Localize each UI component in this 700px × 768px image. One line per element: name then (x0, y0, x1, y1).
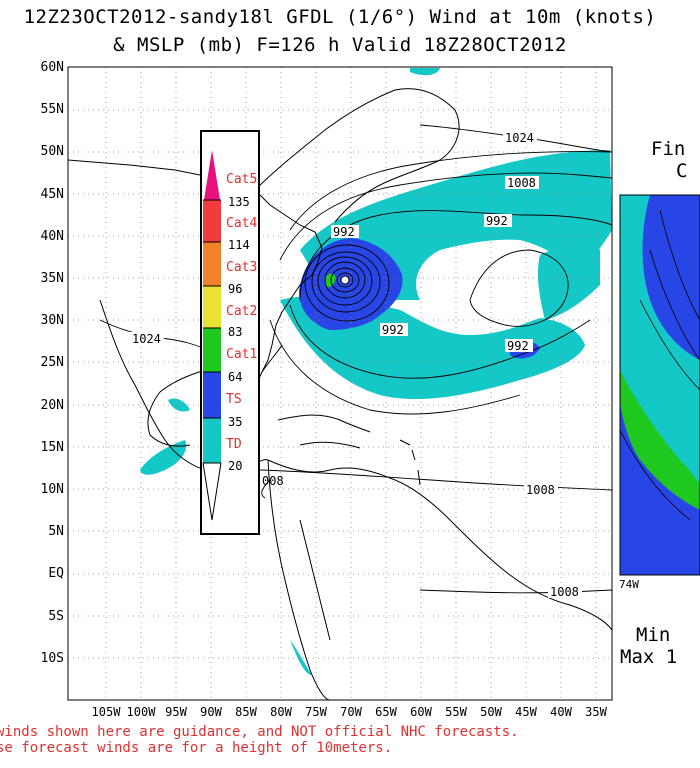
inset-lon-label: 74W (619, 578, 639, 591)
map-title-line-2: & MSLP (mb) F=126 h Valid 18Z28OCT2012 (113, 34, 567, 56)
longitude-label: 35W (585, 705, 607, 719)
legend-swatch-cat1 (203, 328, 221, 372)
cat1-wind-core (325, 273, 336, 288)
contour-label-992-north: 992 (486, 214, 508, 228)
map-frame (67, 66, 613, 701)
td-patch-pacific (290, 640, 312, 675)
contour-label-992-central: 992 (507, 339, 529, 353)
contour-labels: 1024 1008 992 992 992 992 1024 1008 1008… (130, 131, 582, 599)
disclaimer-line-2: se forecast winds are for a height of 10… (0, 740, 393, 756)
latitude-label: 55N (40, 102, 64, 118)
latitude-label: 10S (40, 650, 64, 666)
legend-label-cat1: Cat1 (226, 347, 258, 362)
longitude-label: 45W (515, 705, 537, 719)
inset-title-line-2: C (676, 160, 688, 182)
legend-label-cat5: Cat5 (226, 172, 258, 187)
longitude-label: 60W (410, 705, 432, 719)
inset-min-text: Min (636, 624, 671, 646)
ts-wind-field (299, 238, 403, 330)
legend-swatch-cat3 (203, 242, 221, 286)
storm-center-symbol (340, 275, 350, 285)
latitude-label: 10N (40, 482, 64, 497)
td-patch-gulf (140, 440, 187, 475)
longitude-label: 105W (91, 705, 121, 719)
contour-label-1008-north: 1008 (507, 176, 536, 190)
longitude-label: 80W (270, 705, 292, 719)
longitude-label: 50W (480, 705, 502, 719)
contour-label-1024-north: 1024 (505, 131, 534, 145)
longitude-label: 100W (126, 705, 156, 719)
isobars (99, 124, 612, 594)
longitude-label: 95W (165, 705, 187, 719)
legend-threshold-96: 96 (228, 282, 243, 296)
legend-threshold-114: 114 (228, 238, 250, 252)
legend-label-cat2: Cat2 (226, 304, 258, 319)
latitude-label: 20N (40, 397, 64, 413)
longitude-label: 75W (305, 705, 327, 719)
legend-swatch-ts (203, 372, 221, 418)
wind-legend: Cat5 135 Cat4 114 Cat3 96 Cat2 83 Cat1 6… (200, 130, 260, 535)
td-patch-north (410, 68, 440, 76)
longitude-label: 40W (550, 705, 572, 719)
inset-panel (619, 194, 700, 576)
legend-threshold-64: 64 (228, 370, 243, 384)
td-wind-swath-east (537, 244, 600, 320)
contour-label-1024-gulf: 1024 (132, 332, 161, 346)
longitude-label: 90W (200, 705, 222, 719)
latitude-label: EQ (48, 566, 64, 582)
latitude-label: 5S (48, 608, 64, 624)
legend-swatch-cat2 (203, 286, 221, 328)
legend-threshold-35: 35 (228, 415, 243, 429)
latitude-label: 45N (40, 186, 64, 202)
contour-label-1008-tropical: 1008 (526, 483, 555, 497)
latitude-label: 60N (40, 60, 64, 75)
contour-label-008-caribbean: 008 (262, 474, 284, 488)
legend-swatch-td (203, 418, 221, 463)
disclaimer-line-1: winds shown here are guidance, and NOT o… (0, 724, 519, 740)
legend-label-td: TD (226, 437, 242, 452)
legend-label-cat3: Cat3 (226, 260, 258, 275)
latitude-label: 30N (40, 313, 64, 329)
inset-title-line-1: Fin (651, 138, 686, 160)
legend-threshold-83: 83 (228, 325, 243, 339)
contour-label-992-center-south: 992 (382, 323, 404, 337)
inset-max-text: Max 1 (620, 646, 678, 668)
legend-colorbar (202, 150, 222, 521)
latitude-label: 40N (40, 228, 64, 244)
longitude-label: 85W (235, 705, 257, 719)
contour-label-992-center-north: 992 (333, 225, 355, 239)
contour-label-1008-south: 1008 (550, 585, 579, 599)
latitude-label: 15N (40, 439, 64, 455)
legend-threshold-135: 135 (228, 195, 250, 209)
legend-label-ts: TS (226, 392, 242, 407)
longitude-label: 65W (375, 705, 397, 719)
legend-swatch-cat4 (203, 200, 221, 242)
latitude-label: 50N (40, 144, 64, 160)
latitude-label: 25N (40, 355, 64, 371)
legend-threshold-20: 20 (228, 459, 243, 473)
legend-label-cat4: Cat4 (226, 216, 258, 231)
longitude-label: 55W (445, 705, 467, 719)
latitude-label: 35N (40, 271, 64, 286)
legend-swatch-cat5 (204, 150, 220, 200)
latitude-label: 5N (48, 524, 64, 540)
map-title-line-1: 12Z23OCT2012-sandy18l GFDL (1/6°) Wind a… (23, 6, 657, 28)
longitude-label: 70W (340, 705, 362, 719)
